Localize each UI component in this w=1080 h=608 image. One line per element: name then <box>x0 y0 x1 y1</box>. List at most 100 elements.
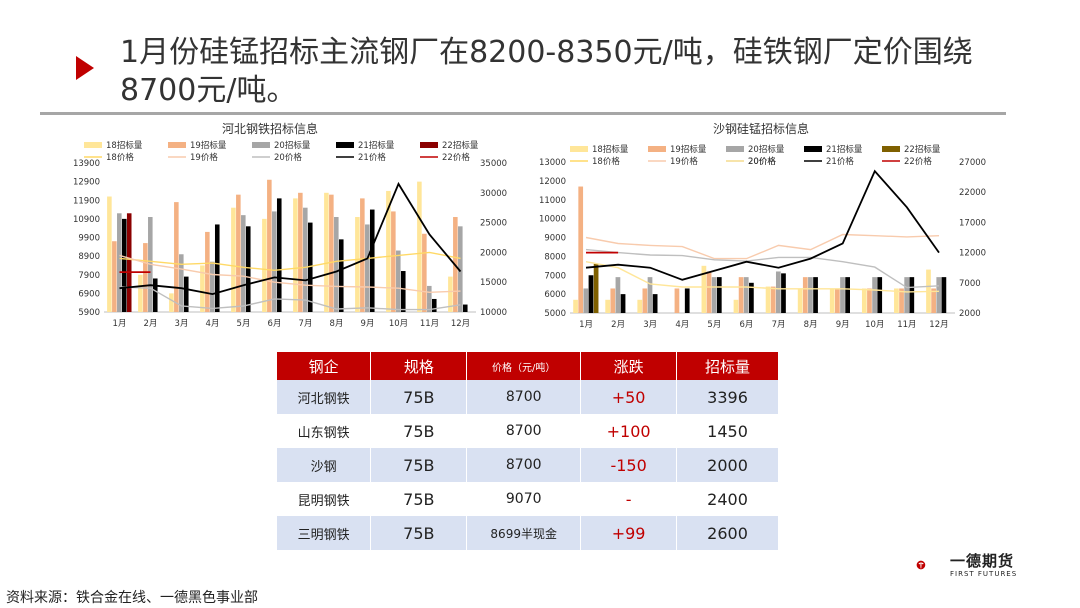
bar-20招标量 <box>615 277 621 313</box>
bar-21招标量 <box>338 239 344 312</box>
legend-label-20招标量: 20招标量 <box>274 140 311 151</box>
cell-spec: 75B <box>370 380 468 414</box>
col-header-spec: 规格 <box>370 352 468 380</box>
bar-19招标量 <box>610 288 616 313</box>
bar-21招标量 <box>214 224 220 312</box>
legend-swatch-22招标量 <box>420 142 438 148</box>
y2-tick-label: 7000 <box>959 279 981 289</box>
table-row: 昆明钢铁 75B 9070 - 2400 <box>277 482 779 516</box>
bar-21招标量 <box>121 218 127 312</box>
y-tick-label: 7000 <box>544 271 566 281</box>
cell-volume: 2000 <box>676 448 779 482</box>
bar-18招标量 <box>138 274 143 312</box>
bar-19招标量 <box>267 179 272 312</box>
bar-21招标量 <box>652 294 658 313</box>
bar-21招标量 <box>813 277 818 313</box>
bar-21招标量 <box>781 273 786 313</box>
legend-label-21价格: 21价格 <box>358 152 386 163</box>
tender-price-table: 钢企 规格 价格（元/吨） 涨跌 招标量 河北钢铁 75B 8700 +50 3… <box>277 352 779 550</box>
bar-18招标量 <box>386 190 391 312</box>
bar-20招标量 <box>365 224 370 312</box>
legend-label-22招标量: 22招标量 <box>904 144 941 155</box>
bar-21招标量 <box>307 222 313 312</box>
bar-19招标量 <box>112 241 117 312</box>
x-tick-label: 6月 <box>268 319 282 329</box>
y-tick-label: 7900 <box>78 271 100 281</box>
legend-swatch-20招标量 <box>726 146 744 152</box>
logo-subtext: FIRST FUTURES <box>950 570 1018 578</box>
y-tick-label: 12900 <box>73 178 100 188</box>
bar-19招标量 <box>205 231 210 312</box>
bar-22招标量 <box>126 213 132 312</box>
bar-18招标量 <box>637 299 643 313</box>
bar-18招标量 <box>169 293 174 312</box>
legend-swatch-19招标量 <box>168 142 186 148</box>
x-tick-label: 7月 <box>772 320 786 330</box>
legend-label-20价格: 20价格 <box>748 156 776 167</box>
table-header-row: 钢企 规格 价格（元/吨） 涨跌 招标量 <box>277 352 779 380</box>
bar-18招标量 <box>107 196 112 312</box>
x-tick-label: 9月 <box>836 320 850 330</box>
bar-19招标量 <box>899 288 904 313</box>
bar-20招标量 <box>808 277 813 313</box>
chart-title: 河北钢铁招标信息 <box>222 121 318 136</box>
bar-20招标量 <box>904 277 910 313</box>
bar-18招标量 <box>417 181 422 312</box>
cell-spec: 75B <box>370 448 468 482</box>
bar-21招标量 <box>749 282 754 313</box>
x-tick-label: 12月 <box>451 319 470 329</box>
bar-18招标量 <box>605 299 611 313</box>
bar-20招标量 <box>272 211 277 312</box>
y2-tick-label: 2000 <box>959 309 981 319</box>
legend-swatch-21招标量 <box>336 142 354 148</box>
y-tick-label: 6900 <box>78 289 100 299</box>
bar-21招标量 <box>620 294 626 313</box>
x-tick-label: 3月 <box>175 319 189 329</box>
cell-volume: 2600 <box>676 516 779 550</box>
cell-volume: 3396 <box>676 380 779 414</box>
y-tick-label: 13900 <box>73 159 100 169</box>
bar-19招标量 <box>360 198 365 312</box>
bar-19招标量 <box>867 288 872 313</box>
y-tick-label: 8000 <box>544 252 566 262</box>
bar-19招标量 <box>143 243 148 312</box>
y-tick-label: 11000 <box>539 196 566 206</box>
cell-change: +50 <box>580 380 678 414</box>
bar-20招标量 <box>303 207 308 312</box>
bar-18招标量 <box>765 286 771 313</box>
cell-price: 8700 <box>466 414 582 448</box>
x-tick-label: 2月 <box>144 319 158 329</box>
bar-19招标量 <box>236 194 241 312</box>
legend-swatch-22招标量 <box>882 146 900 152</box>
bar-21招标量 <box>588 275 594 313</box>
x-tick-label: 8月 <box>804 320 818 330</box>
cell-volume: 2400 <box>676 482 779 516</box>
bar-19招标量 <box>642 288 648 313</box>
x-tick-label: 5月 <box>707 320 721 330</box>
bar-18招标量 <box>262 218 267 312</box>
x-tick-label: 12月 <box>929 320 948 330</box>
line-20价格 <box>585 248 940 289</box>
bar-20招标量 <box>117 213 122 312</box>
bar-18招标量 <box>448 276 453 312</box>
bar-18招标量 <box>894 288 899 313</box>
legend-label-19价格: 19价格 <box>190 152 218 163</box>
bar-21招标量 <box>716 277 722 313</box>
bar-19招标量 <box>931 288 936 313</box>
bar-20招标量 <box>334 217 339 312</box>
x-tick-label: 3月 <box>643 320 657 330</box>
bar-21招标量 <box>462 304 468 312</box>
bar-19招标量 <box>422 233 427 312</box>
title-divider <box>40 112 1006 115</box>
logo-text: 一德期货 <box>950 552 1015 570</box>
legend-label-18招标量: 18招标量 <box>106 140 143 151</box>
bar-18招标量 <box>293 198 298 312</box>
cell-company: 昆明钢铁 <box>277 482 372 516</box>
y2-tick-label: 15000 <box>480 278 507 288</box>
legend-swatch-21招标量 <box>804 146 822 152</box>
table-row: 河北钢铁 75B 8700 +50 3396 <box>277 380 779 414</box>
y-tick-label: 9900 <box>78 234 100 244</box>
bar-20招标量 <box>241 215 246 312</box>
y2-tick-label: 27000 <box>959 158 986 168</box>
bar-21招标量 <box>877 277 883 313</box>
